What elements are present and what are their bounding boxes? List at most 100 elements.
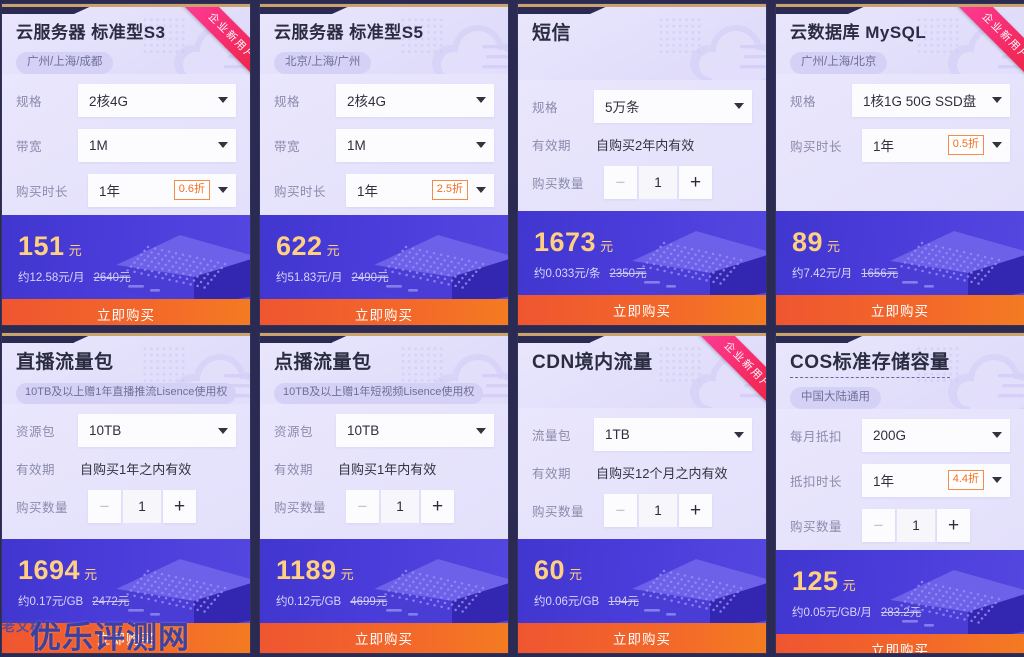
option-label: 有效期 (274, 459, 326, 478)
card-region-tag: 广州/上海/北京 (790, 52, 887, 73)
quantity-increment-button[interactable]: + (163, 490, 196, 523)
quantity-decrement-button[interactable]: − (604, 494, 637, 527)
quantity-value[interactable]: 1 (381, 490, 419, 523)
quantity-increment-button[interactable]: + (937, 509, 970, 542)
quantity-value[interactable]: 1 (639, 166, 677, 199)
option-select[interactable]: 5万条 (594, 90, 752, 123)
card-title: CDN境内流量 (532, 352, 752, 375)
price-main: 1189 元 (276, 557, 508, 584)
option-row: 有效期自购买2年内有效 (532, 135, 752, 154)
card-price-section: 60 元 约0.06元/GB 194元 (518, 539, 766, 623)
option-row: 抵扣时长 1年 4.4折 (790, 464, 1010, 497)
quantity-increment-button[interactable]: + (421, 490, 454, 523)
quantity-value[interactable]: 1 (123, 490, 161, 523)
option-label: 购买数量 (532, 173, 594, 192)
card-options: 每月抵扣 200G 抵扣时长 1年 4.4折 购买数量 − 1 + (776, 409, 1024, 550)
option-select[interactable]: 1年 0.5折 (862, 129, 1010, 162)
quantity-decrement-button[interactable]: − (346, 490, 379, 523)
card-region-tag: 中国大陆通用 (790, 387, 881, 408)
price-per-unit: 约51.83元/月 (276, 269, 342, 285)
option-label: 有效期 (532, 463, 584, 482)
quantity-increment-button[interactable]: + (679, 166, 712, 199)
product-card: CDN境内流量 流量包 1TB 有效期自购买12个月之内有效 购买数量 − 1 … (518, 333, 766, 654)
option-select[interactable]: 10TB (78, 414, 236, 447)
buy-now-button[interactable]: 立即购买 (518, 295, 766, 325)
card-options: 规格 2核4G 带宽 1M 购买时长 1年 0.6折 (2, 74, 250, 215)
card-price-section: 89 元 约7.42元/月 1656元 (776, 211, 1024, 295)
price-amount: 622 (276, 233, 323, 260)
quantity-decrement-button[interactable]: − (604, 166, 637, 199)
option-select[interactable]: 1M (336, 129, 494, 162)
option-select[interactable]: 1M (78, 129, 236, 162)
discount-badge: 0.6折 (174, 180, 210, 200)
price-per-unit: 约7.42元/月 (792, 265, 852, 281)
option-label: 购买数量 (532, 501, 594, 520)
quantity-value[interactable]: 1 (897, 509, 935, 542)
option-row: 购买时长 1年 0.5折 (790, 129, 1010, 162)
card-price-section: 1673 元 约0.033元/条 2350元 (518, 211, 766, 295)
chevron-down-icon (992, 142, 1002, 148)
option-select[interactable]: 2核4G (78, 84, 236, 117)
option-select[interactable]: 1年 2.5折 (346, 174, 494, 207)
chevron-down-icon (734, 103, 744, 109)
chevron-down-icon (476, 142, 486, 148)
chevron-down-icon (476, 97, 486, 103)
buy-now-button[interactable]: 立即购买 (260, 299, 508, 325)
price-details: 约0.033元/条 2350元 (534, 265, 766, 281)
option-select-value: 2核4G (89, 90, 128, 110)
option-select[interactable]: 2核4G (336, 84, 494, 117)
card-price-section: 151 元 约12.58元/月 2640元 (2, 215, 250, 299)
option-static-value: 自购买1年内有效 (336, 459, 494, 478)
option-row: 规格 2核4G (16, 84, 236, 117)
card-price-section: 1189 元 约0.12元/GB 4699元 (260, 539, 508, 623)
card-title: 云服务器 标准型S3 (16, 23, 236, 43)
card-header: COS标准存储容量中国大陆通用 (776, 336, 1024, 409)
buy-now-button[interactable]: 立即购买 (518, 623, 766, 653)
price-original: 2490元 (351, 269, 388, 285)
price-amount: 89 (792, 229, 823, 256)
discount-badge: 0.5折 (948, 135, 984, 155)
quantity-value[interactable]: 1 (639, 494, 677, 527)
buy-now-button[interactable]: 立即购买 (260, 623, 508, 653)
option-select[interactable]: 10TB (336, 414, 494, 447)
option-select-value: 1年 (873, 470, 894, 490)
price-original: 4699元 (350, 593, 387, 609)
option-label: 规格 (790, 91, 842, 110)
option-row: 带宽 1M (16, 129, 236, 162)
option-label: 资源包 (16, 421, 68, 440)
quantity-stepper: − 1 + (604, 166, 712, 199)
option-row: 规格 2核4G (274, 84, 494, 117)
option-select[interactable]: 1年 0.6折 (88, 174, 236, 207)
option-select[interactable]: 200G (862, 419, 1010, 452)
option-row: 资源包 10TB (274, 414, 494, 447)
option-select-value: 1年 (99, 180, 120, 200)
price-details: 约0.06元/GB 194元 (534, 593, 766, 609)
price-main: 1673 元 (534, 229, 766, 256)
option-row: 有效期自购买1年之内有效 (16, 459, 236, 478)
option-select[interactable]: 1年 4.4折 (862, 464, 1010, 497)
price-amount: 125 (792, 568, 839, 595)
option-select[interactable]: 1TB (594, 418, 752, 451)
option-row: 购买时长 1年 2.5折 (274, 174, 494, 207)
chevron-down-icon (218, 428, 228, 434)
chevron-down-icon (992, 97, 1002, 103)
card-title: 点播流量包 (274, 352, 494, 375)
card-title: 云数据库 MySQL (790, 23, 1010, 43)
buy-now-button[interactable]: 立即购买 (2, 299, 250, 325)
product-card: 云数据库 MySQL 广州/上海/北京 规格 1核1G 50G SSD盘 购买时长… (776, 4, 1024, 325)
buy-now-button[interactable]: 立即购买 (2, 623, 250, 653)
price-amount: 1673 (534, 229, 596, 256)
option-select[interactable]: 1核1G 50G SSD盘 (852, 84, 1010, 117)
price-currency-unit: 元 (341, 564, 354, 583)
quantity-increment-button[interactable]: + (679, 494, 712, 527)
buy-now-button[interactable]: 立即购买 (776, 295, 1024, 325)
buy-now-button[interactable]: 立即购买 (776, 634, 1024, 653)
option-label: 带宽 (274, 136, 326, 155)
quantity-decrement-button[interactable]: − (862, 509, 895, 542)
quantity-decrement-button[interactable]: − (88, 490, 121, 523)
price-original: 1656元 (861, 265, 898, 281)
price-currency-unit: 元 (600, 236, 613, 255)
